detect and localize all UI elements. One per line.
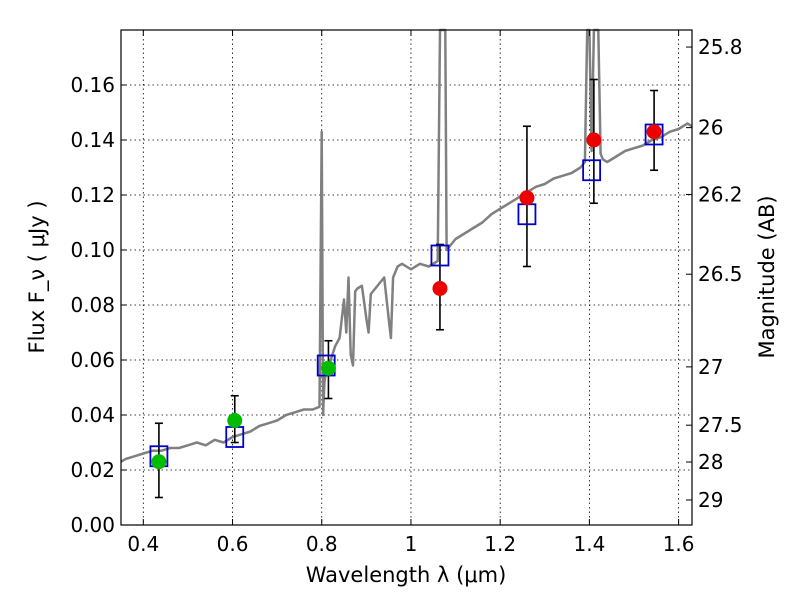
data-point [519,190,535,206]
axis-ticks [121,30,692,526]
grid-lines [121,30,692,526]
right-tick-label: 27 [698,355,723,379]
data-point [320,360,336,376]
y-tick-label: 0.04 [70,403,115,427]
y-tick-label: 0.10 [70,238,115,262]
x-tick-label: 0.8 [306,532,338,556]
model-square-marker [582,159,602,182]
plot-background [121,30,692,525]
y-tick-label: 0.08 [70,293,115,317]
y-tick-label: 0.14 [70,128,115,152]
right-tick-label: 25.8 [698,35,743,59]
x-tick-label: 0.6 [217,532,249,556]
model-square-marker [430,244,450,267]
y-tick-label: 0.06 [70,348,115,372]
data-point [227,413,243,428]
x-tick-label: 0.4 [127,532,159,556]
x-tick-label: 1 [405,532,418,556]
right-magnitude-tick-labels: 25.8 26 26.2 26.5 27 27.5 28 29 [698,35,743,512]
right-tick-label: 29 [698,488,723,512]
x-tick-label: 1.2 [484,532,516,556]
spectrum-series [120,28,693,463]
right-tick-label: 28 [698,450,723,474]
y-axis-label: Flux F_ν ( μJy ) [25,200,50,353]
x-axis-label: Wavelength λ (μm) [306,563,507,587]
y-tick-label: 0.16 [70,73,115,97]
x-tick-label: 1.4 [573,532,605,556]
y-tick-label: 0.02 [70,458,115,482]
right-tick-label: 26.2 [698,182,743,206]
data-point [432,281,448,296]
right-tick-label: 27.5 [698,413,743,437]
data-point [646,124,662,140]
observed-photometry-markers [151,124,662,470]
data-point [586,132,602,148]
y-tick-label: 0.00 [70,513,115,537]
right-axis-label: Magnitude (AB) [755,195,779,358]
right-tick-label: 26.5 [698,262,743,286]
data-point [151,454,167,470]
y-tick-labels: 0.00 0.02 0.04 0.06 0.08 0.10 0.12 0.14 0.16 [70,73,115,537]
x-tick-label: 1.6 [663,532,695,556]
right-tick-label: 26 [698,116,723,140]
y-tick-label: 0.12 [70,183,115,207]
plot-frame [120,29,693,526]
x-tick-labels: 0.4 0.6 0.8 1 1.2 1.4 1.6 [127,532,694,556]
spectrum-line [120,28,693,463]
model-photometry-markers [149,123,664,468]
